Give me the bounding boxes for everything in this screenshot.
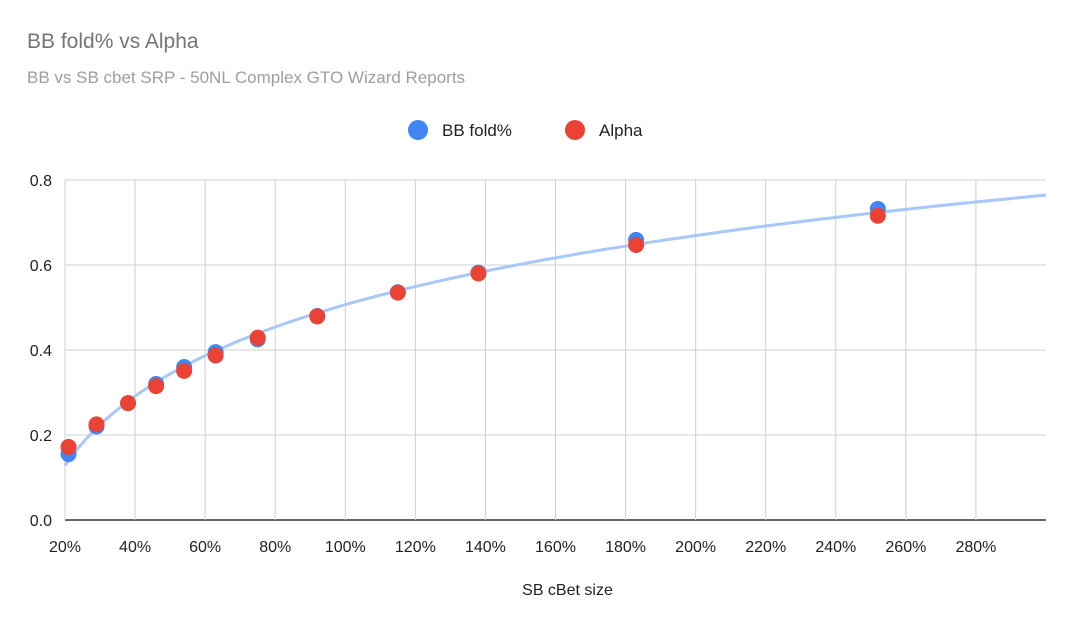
x-tick-label: 160% bbox=[535, 539, 576, 556]
data-point-alpha bbox=[869, 207, 886, 224]
x-tick-label: 100% bbox=[325, 539, 366, 556]
x-tick-label: 180% bbox=[605, 539, 646, 556]
x-tick-label: 140% bbox=[465, 539, 506, 556]
x-tick-label: 40% bbox=[119, 539, 151, 556]
x-tick-label: 200% bbox=[675, 539, 716, 556]
legend-marker bbox=[565, 120, 585, 140]
legend-marker bbox=[408, 120, 428, 140]
y-tick-label: 0.2 bbox=[30, 428, 52, 445]
x-tick-label: 240% bbox=[815, 539, 856, 556]
data-point-alpha bbox=[389, 284, 406, 301]
data-point-alpha bbox=[148, 378, 165, 395]
y-tick-label: 0.0 bbox=[30, 513, 52, 530]
data-point-alpha bbox=[120, 395, 137, 412]
legend-label: Alpha bbox=[599, 121, 643, 140]
x-axis-title: SB cBet size bbox=[522, 582, 613, 599]
data-point-alpha bbox=[249, 329, 266, 346]
chart-subtitle: BB vs SB cbet SRP - 50NL Complex GTO Wiz… bbox=[27, 68, 466, 87]
legend-label: BB fold% bbox=[442, 121, 512, 140]
x-tick-label: 60% bbox=[189, 539, 221, 556]
x-tick-label: 120% bbox=[395, 539, 436, 556]
data-point-alpha bbox=[628, 237, 645, 254]
x-tick-label: 280% bbox=[955, 539, 996, 556]
data-point-alpha bbox=[309, 308, 326, 325]
y-tick-label: 0.4 bbox=[30, 343, 52, 360]
y-tick-label: 0.8 bbox=[30, 173, 52, 190]
y-tick-label: 0.6 bbox=[30, 258, 52, 275]
data-point-alpha bbox=[60, 438, 77, 455]
x-tick-label: 260% bbox=[885, 539, 926, 556]
x-tick-label: 220% bbox=[745, 539, 786, 556]
data-point-alpha bbox=[470, 265, 487, 282]
x-tick-label: 20% bbox=[49, 539, 81, 556]
chart-title: BB fold% vs Alpha bbox=[27, 30, 199, 53]
x-tick-label: 80% bbox=[259, 539, 291, 556]
data-point-alpha bbox=[207, 347, 224, 364]
data-point-alpha bbox=[88, 416, 105, 433]
data-point-alpha bbox=[176, 362, 193, 379]
